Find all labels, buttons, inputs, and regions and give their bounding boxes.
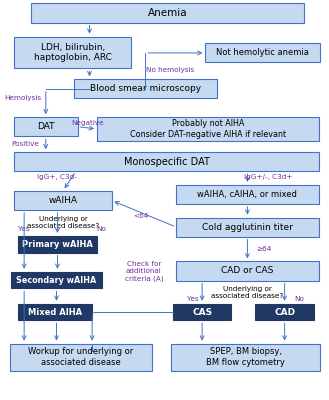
Text: Mixed AIHA: Mixed AIHA <box>28 308 82 316</box>
Text: No: No <box>294 296 304 302</box>
FancyBboxPatch shape <box>14 117 78 136</box>
Text: CAD: CAD <box>274 308 295 316</box>
Text: LDH, bilirubin,
haptoglobin, ARC: LDH, bilirubin, haptoglobin, ARC <box>34 43 112 62</box>
Text: Yes: Yes <box>18 226 30 232</box>
Text: Monospecific DAT: Monospecific DAT <box>124 157 210 167</box>
FancyBboxPatch shape <box>11 272 102 288</box>
Text: Underlying or
associated disease?: Underlying or associated disease? <box>27 216 99 229</box>
Text: Primary wAIHA: Primary wAIHA <box>22 240 93 249</box>
Text: Hemolysis: Hemolysis <box>5 95 42 101</box>
Text: No: No <box>96 226 106 232</box>
Text: No hemolysis: No hemolysis <box>146 68 194 74</box>
Text: CAD or CAS: CAD or CAS <box>221 266 274 276</box>
FancyBboxPatch shape <box>176 185 318 204</box>
Text: wAIHA, cAIHA, or mixed: wAIHA, cAIHA, or mixed <box>197 190 297 199</box>
Text: wAIHA: wAIHA <box>48 196 77 205</box>
Text: Check for
additional
criteria (A): Check for additional criteria (A) <box>125 260 163 282</box>
FancyBboxPatch shape <box>31 4 304 23</box>
Text: Positive: Positive <box>11 141 39 147</box>
FancyBboxPatch shape <box>18 236 97 253</box>
Text: ≥64: ≥64 <box>256 246 271 252</box>
Text: IgG+/-, C3d+: IgG+/-, C3d+ <box>244 174 293 180</box>
FancyBboxPatch shape <box>171 344 320 371</box>
FancyBboxPatch shape <box>205 43 320 62</box>
FancyBboxPatch shape <box>14 36 131 68</box>
FancyBboxPatch shape <box>256 304 314 320</box>
Text: Secondary wAIHA: Secondary wAIHA <box>16 276 97 285</box>
Text: Blood smear microscopy: Blood smear microscopy <box>90 84 201 93</box>
FancyBboxPatch shape <box>74 79 217 98</box>
FancyBboxPatch shape <box>176 218 318 237</box>
Text: SPEP, BM biopsy,
BM flow cytometry: SPEP, BM biopsy, BM flow cytometry <box>206 347 285 367</box>
FancyBboxPatch shape <box>97 117 318 141</box>
Text: Workup for underlying or
associated disease: Workup for underlying or associated dise… <box>28 347 133 367</box>
Text: <64: <64 <box>133 213 148 219</box>
Text: Underlying or
associated disease?: Underlying or associated disease? <box>211 286 284 300</box>
Text: CAS: CAS <box>192 308 212 316</box>
Text: DAT: DAT <box>37 122 55 131</box>
Text: IgG+, C3d-: IgG+, C3d- <box>37 174 77 180</box>
Text: Not hemolytic anemia: Not hemolytic anemia <box>216 48 309 58</box>
FancyBboxPatch shape <box>14 152 318 171</box>
FancyBboxPatch shape <box>173 304 231 320</box>
Text: Yes: Yes <box>187 296 198 302</box>
Text: Probably not AIHA
Consider DAT-negative AIHA if relevant: Probably not AIHA Consider DAT-negative … <box>130 119 286 139</box>
FancyBboxPatch shape <box>176 261 318 280</box>
FancyBboxPatch shape <box>14 191 112 210</box>
Text: Negative: Negative <box>71 120 104 126</box>
Text: Cold agglutinin titer: Cold agglutinin titer <box>202 223 293 232</box>
FancyBboxPatch shape <box>18 304 92 320</box>
Text: Anemia: Anemia <box>147 8 187 18</box>
FancyBboxPatch shape <box>10 344 152 371</box>
